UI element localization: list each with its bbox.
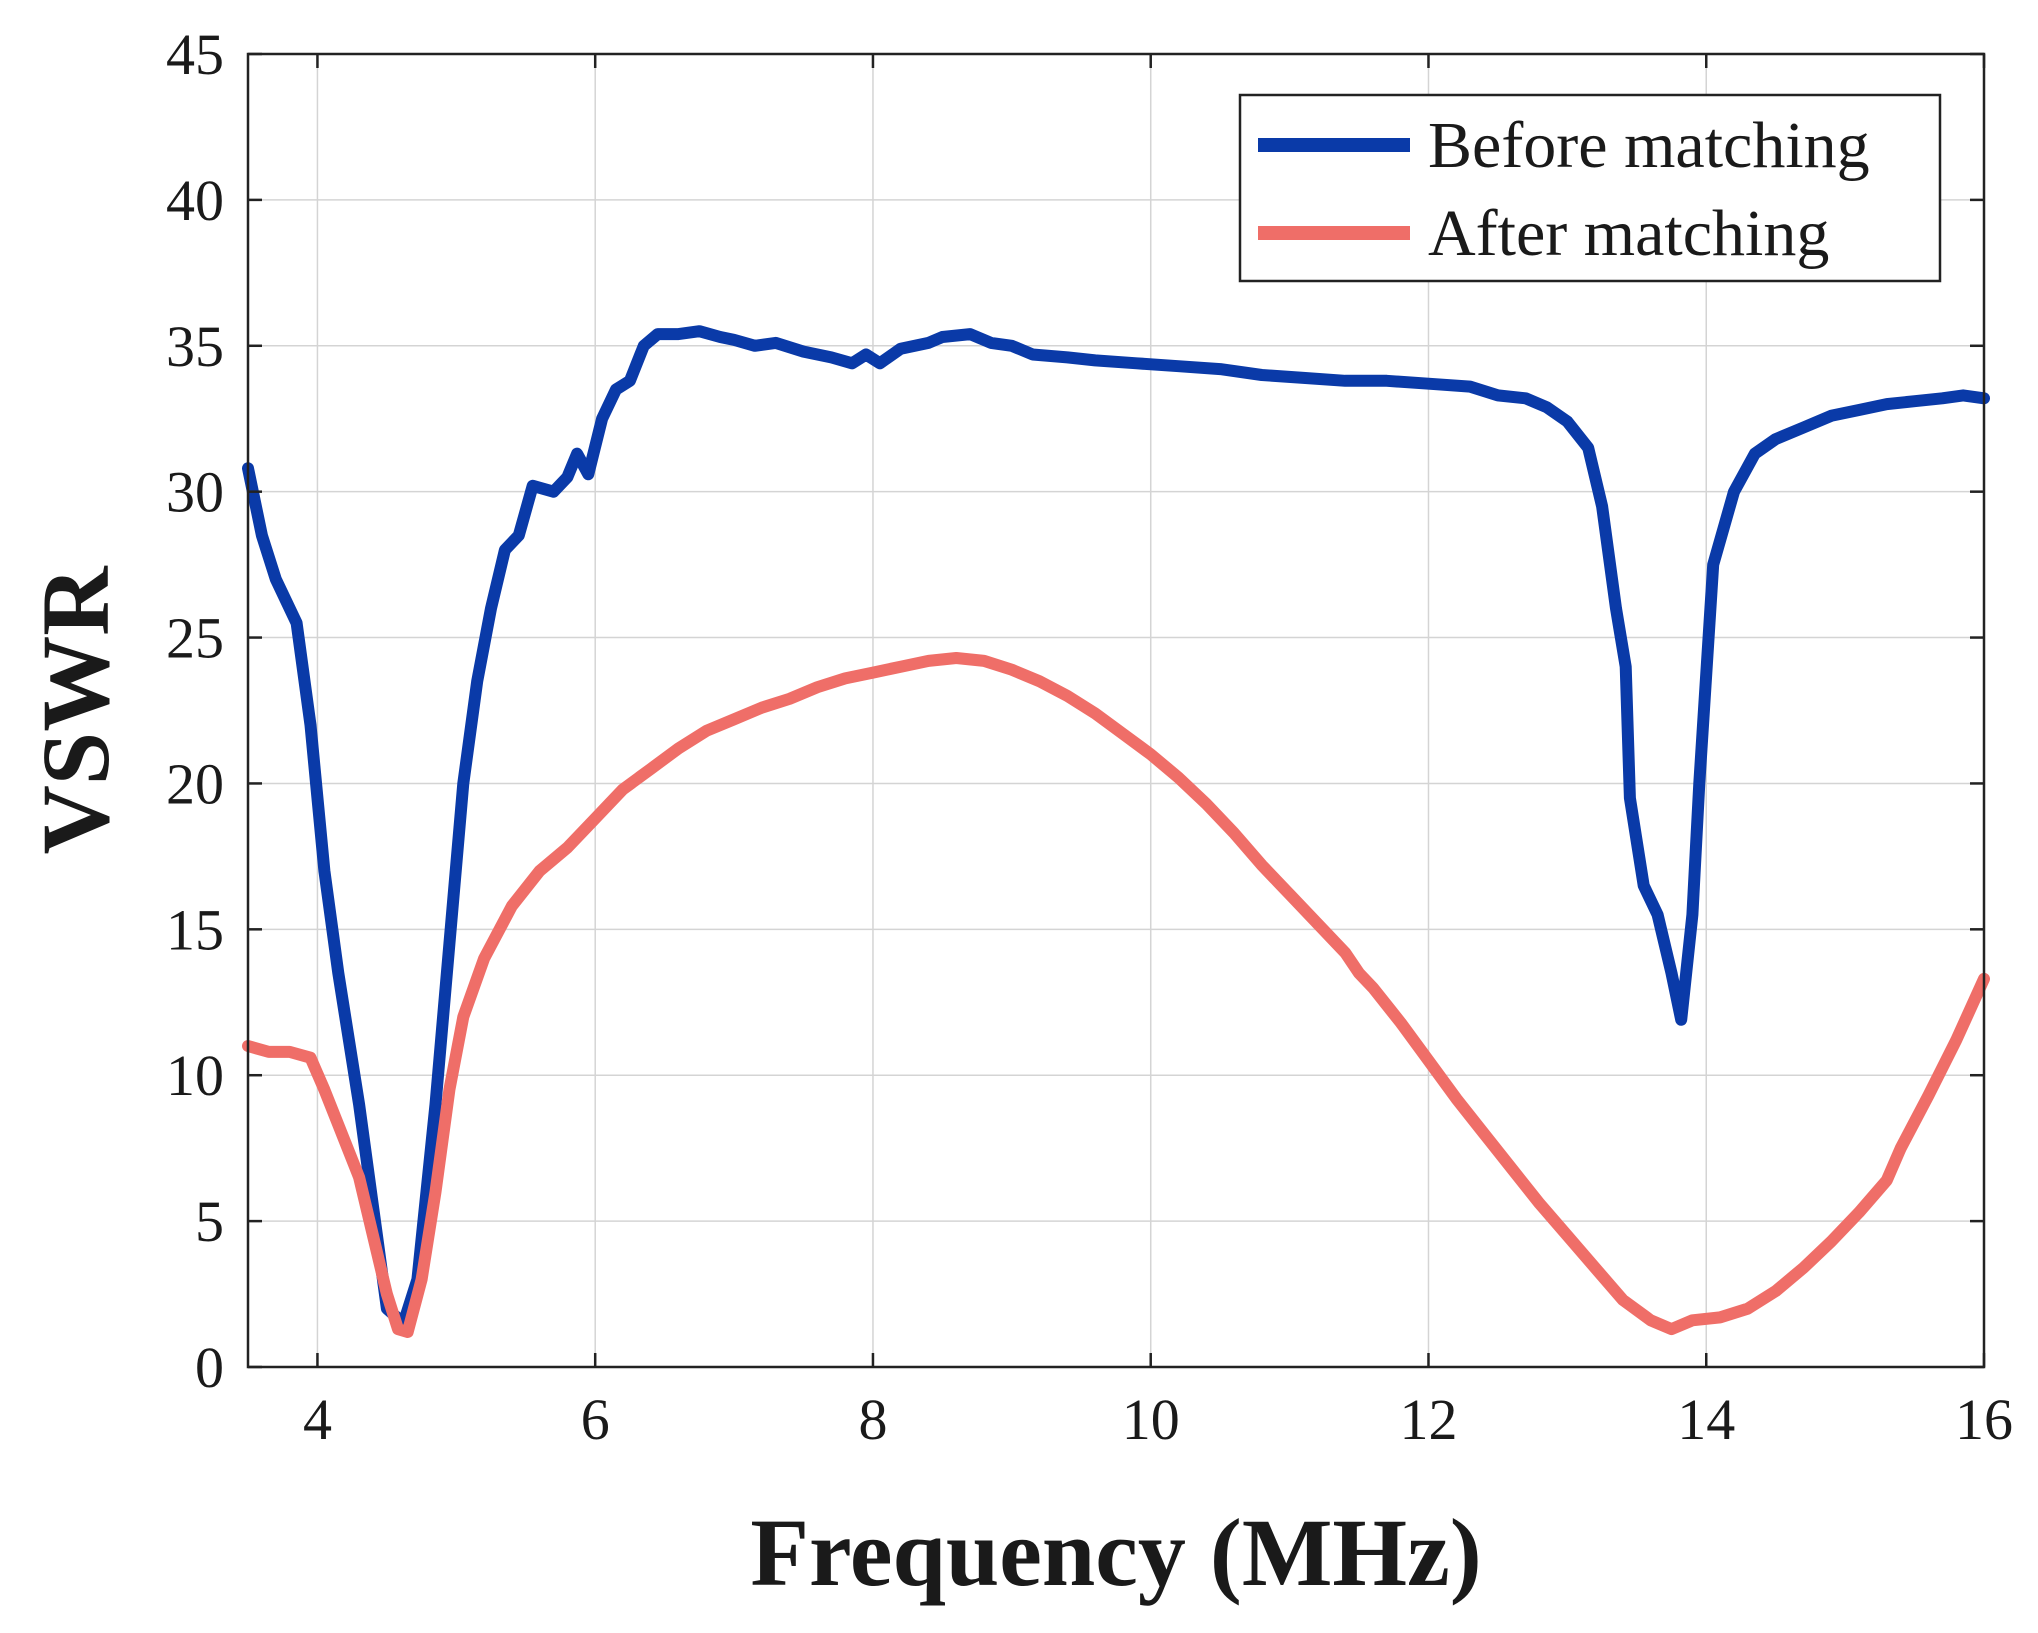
legend-label-before-matching: Before matching: [1428, 109, 1870, 182]
y-tick-label: 40: [166, 168, 224, 233]
y-tick-label: 30: [166, 460, 224, 525]
y-tick-label: 5: [195, 1189, 224, 1254]
y-tick-label: 45: [166, 22, 224, 87]
y-tick-label: 0: [195, 1335, 224, 1400]
y-tick-label: 35: [166, 314, 224, 379]
y-tick-label: 15: [166, 897, 224, 962]
plot-frame: [246, 52, 1986, 1369]
x-tick-label: 12: [1399, 1387, 1457, 1452]
legend-box: [1238, 93, 1942, 283]
legend: Before matching After matching: [1238, 93, 1942, 283]
series-line-after-matching: [242, 652, 1990, 1338]
x-tick-label: 4: [303, 1387, 332, 1452]
series-line-before-matching: [242, 325, 1990, 1330]
y-tick-label: 20: [166, 751, 224, 816]
y-axis-label: VSWR: [22, 565, 129, 855]
y-tick-label: 25: [166, 606, 224, 671]
x-tick-label: 16: [1955, 1387, 2013, 1452]
y-tick-label: 10: [166, 1043, 224, 1108]
legend-label-after-matching: After matching: [1428, 197, 1829, 270]
x-tick-label: 8: [858, 1387, 887, 1452]
tick-labels: 4 6 8 10 12 14 16 0 5 10 15 20 25 30 35 40 45: [166, 22, 2013, 1452]
x-axis-label: Frequency (MHz): [750, 1499, 1481, 1606]
x-tick-label: 10: [1122, 1387, 1180, 1452]
series-layer: [242, 325, 1990, 1338]
x-tick-label: 6: [581, 1387, 610, 1452]
x-tick-label: 14: [1677, 1387, 1735, 1452]
